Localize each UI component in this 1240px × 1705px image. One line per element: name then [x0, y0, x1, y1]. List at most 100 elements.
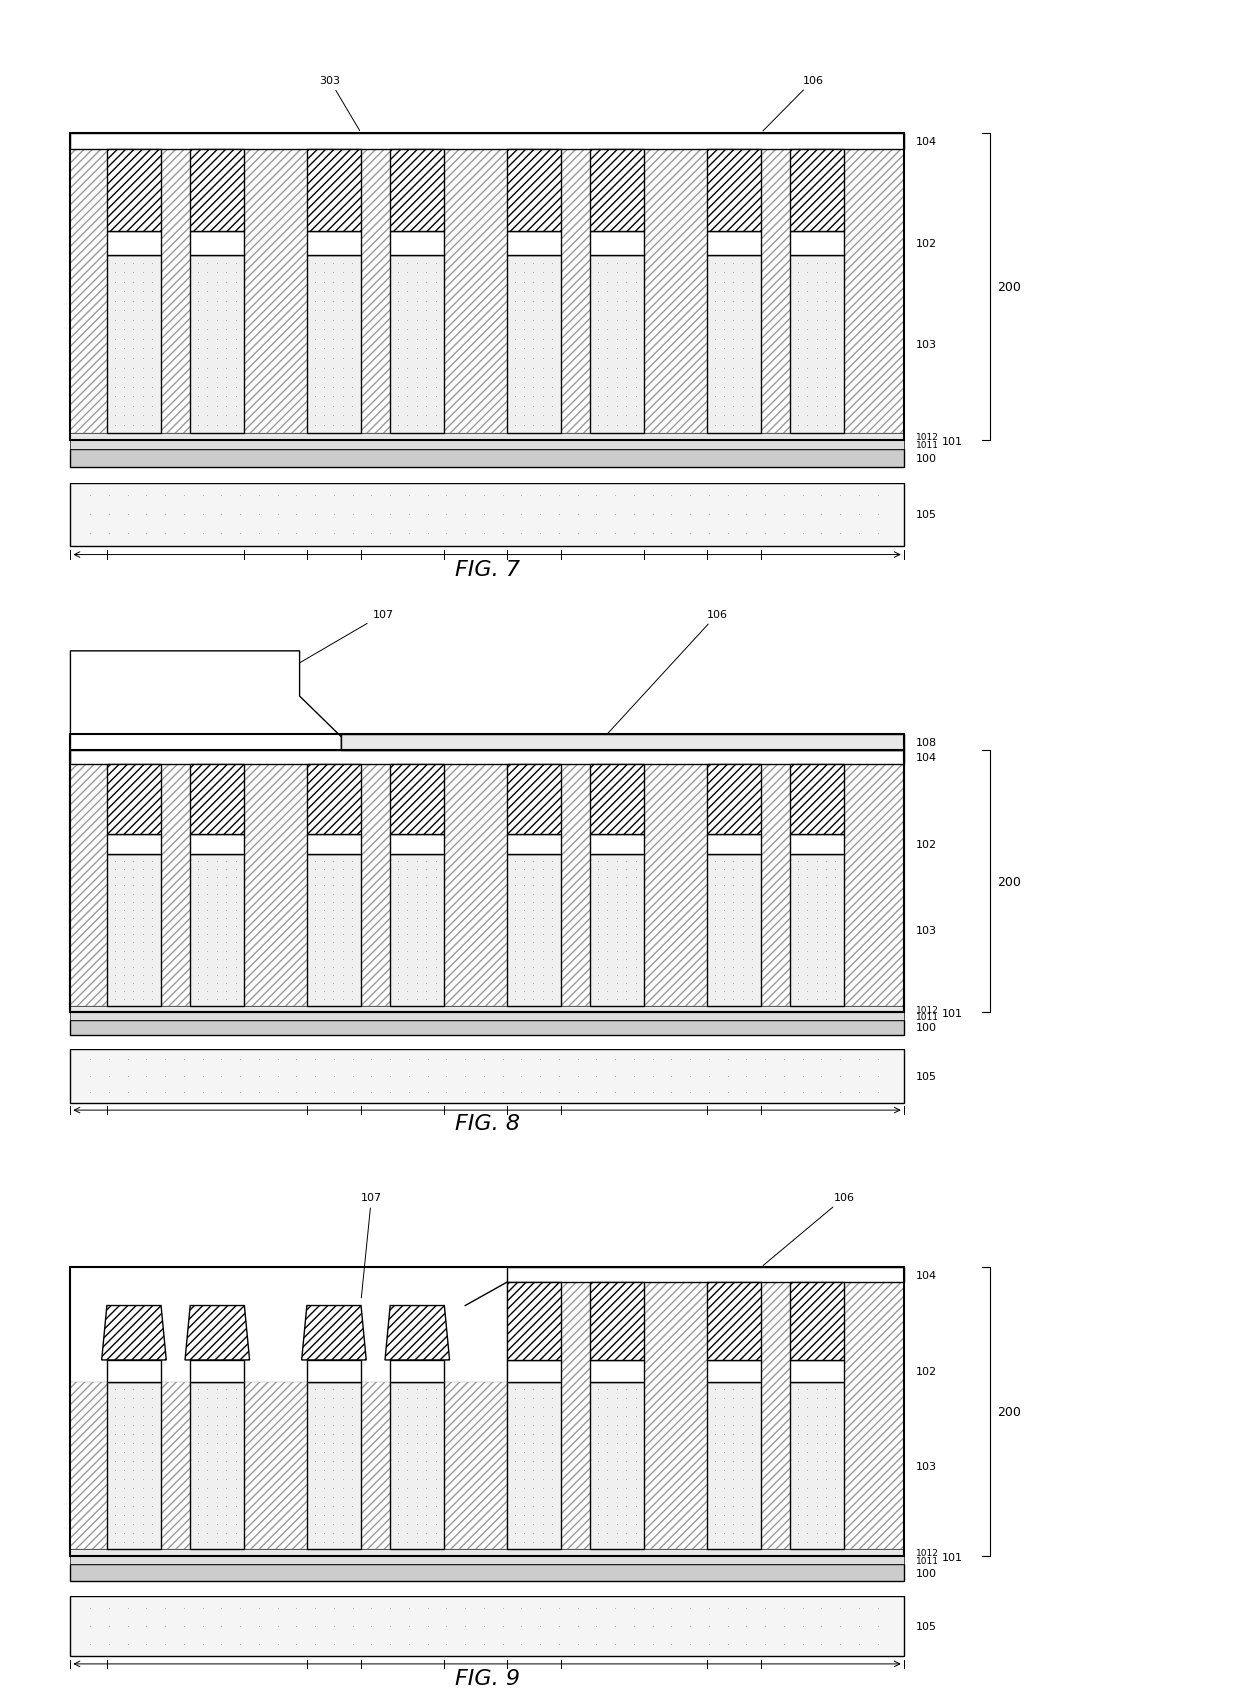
- Bar: [107, 854, 161, 1006]
- Bar: [190, 256, 244, 433]
- Text: 1012: 1012: [916, 433, 939, 442]
- Bar: [190, 1361, 244, 1383]
- Bar: [190, 150, 244, 232]
- Bar: [71, 133, 904, 150]
- Polygon shape: [301, 1306, 366, 1361]
- Text: 102: 102: [916, 1366, 937, 1376]
- Bar: [190, 1383, 244, 1550]
- Bar: [707, 854, 761, 1006]
- Bar: [391, 150, 444, 232]
- Bar: [190, 835, 244, 854]
- Bar: [71, 1581, 904, 1596]
- Bar: [790, 150, 844, 232]
- Bar: [590, 1282, 645, 1361]
- Bar: [790, 232, 844, 256]
- Bar: [306, 232, 361, 256]
- Bar: [107, 764, 161, 835]
- Bar: [391, 764, 444, 835]
- Bar: [107, 1383, 161, 1550]
- Bar: [71, 1267, 904, 1557]
- Bar: [71, 433, 904, 442]
- Text: 106: 106: [763, 1194, 854, 1265]
- Text: 102: 102: [916, 841, 937, 849]
- Text: 1011: 1011: [916, 1013, 939, 1021]
- Bar: [707, 1383, 761, 1550]
- Text: 108: 108: [916, 738, 937, 748]
- Text: 105: 105: [916, 510, 937, 520]
- Bar: [71, 133, 904, 442]
- Bar: [306, 1361, 361, 1383]
- Bar: [590, 150, 645, 232]
- Bar: [590, 1361, 645, 1383]
- Bar: [507, 764, 560, 835]
- Bar: [790, 854, 844, 1006]
- Bar: [71, 1550, 904, 1557]
- Bar: [707, 1361, 761, 1383]
- Bar: [306, 1383, 361, 1550]
- Text: 100: 100: [916, 1023, 937, 1033]
- Polygon shape: [384, 1306, 450, 1361]
- Bar: [507, 854, 560, 1006]
- Bar: [707, 256, 761, 433]
- Text: 1011: 1011: [916, 440, 939, 450]
- Text: 103: 103: [916, 926, 937, 936]
- Text: 200: 200: [997, 875, 1022, 888]
- Bar: [71, 467, 904, 483]
- Text: 1012: 1012: [916, 1548, 939, 1557]
- Bar: [790, 1282, 844, 1361]
- Bar: [190, 854, 244, 1006]
- Text: 104: 104: [916, 136, 937, 147]
- Bar: [391, 1361, 444, 1383]
- Text: 200: 200: [997, 281, 1022, 293]
- Text: 101: 101: [942, 1552, 963, 1562]
- Bar: [707, 150, 761, 232]
- Bar: [71, 1596, 904, 1656]
- Bar: [391, 854, 444, 1006]
- Text: 200: 200: [997, 1405, 1022, 1419]
- Bar: [507, 835, 560, 854]
- Bar: [507, 1383, 560, 1550]
- Bar: [391, 232, 444, 256]
- Bar: [306, 835, 361, 854]
- Text: 1012: 1012: [916, 1006, 939, 1014]
- Bar: [707, 835, 761, 854]
- Text: 104: 104: [916, 1270, 937, 1280]
- Bar: [107, 1361, 161, 1383]
- Bar: [507, 1282, 560, 1361]
- Text: 106: 106: [594, 610, 728, 748]
- Bar: [790, 1361, 844, 1383]
- Bar: [71, 1006, 904, 1013]
- Bar: [391, 1383, 444, 1550]
- Bar: [341, 735, 904, 750]
- Text: FIG. 8: FIG. 8: [455, 1113, 520, 1134]
- Bar: [107, 835, 161, 854]
- Bar: [107, 150, 161, 232]
- Bar: [507, 256, 560, 433]
- Bar: [590, 256, 645, 433]
- Bar: [71, 1020, 904, 1035]
- Bar: [391, 835, 444, 854]
- Bar: [71, 764, 904, 1006]
- Bar: [306, 150, 361, 232]
- Text: 101: 101: [942, 1008, 963, 1018]
- Bar: [71, 442, 904, 450]
- Bar: [707, 232, 761, 256]
- Bar: [71, 1035, 904, 1049]
- Text: 100: 100: [916, 1569, 937, 1577]
- Bar: [306, 764, 361, 835]
- Text: 105: 105: [916, 1621, 937, 1632]
- Bar: [306, 854, 361, 1006]
- Bar: [391, 256, 444, 433]
- Bar: [507, 1361, 560, 1383]
- Text: 103: 103: [916, 339, 937, 350]
- Bar: [507, 1282, 904, 1550]
- Bar: [590, 835, 645, 854]
- Text: 100: 100: [916, 454, 937, 464]
- Bar: [190, 764, 244, 835]
- Bar: [71, 750, 904, 764]
- Text: 102: 102: [916, 239, 937, 249]
- Text: 107: 107: [291, 610, 393, 668]
- Bar: [590, 854, 645, 1006]
- Bar: [71, 735, 904, 1013]
- Bar: [71, 1383, 507, 1550]
